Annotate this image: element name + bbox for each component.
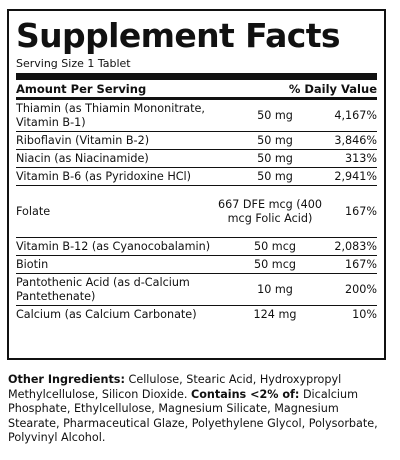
- nutrient-name: Thiamin (as Thiamin Mononitrate, Vitamin…: [16, 101, 205, 129]
- thick-divider: [16, 73, 377, 80]
- nutrient-daily-value: 2,941%: [334, 169, 377, 183]
- contains-text: Dicalcium Phosphate, Ethylcellulose, Mag…: [8, 387, 378, 445]
- nutrient-amount: 50 mcg: [254, 239, 296, 253]
- contains-label: Contains <2% of:: [190, 387, 300, 401]
- serving-size: Serving Size 1 Tablet: [16, 57, 131, 70]
- table-row: Pantothenic Acid (as d-Calcium Pantethen…: [16, 274, 377, 306]
- other-ingredients: Other Ingredients: Cellulose, Stearic Ac…: [8, 373, 390, 446]
- table-row: Vitamin B-6 (as Pyridoxine HCl) 50 mg 2,94…: [16, 168, 377, 186]
- nutrient-amount: 124 mg: [253, 308, 297, 321]
- table-row: Thiamin (as Thiamin Mononitrate, Vitamin…: [16, 100, 377, 132]
- table-header: Amount Per Serving % Daily Value: [16, 80, 377, 100]
- nutrient-daily-value: 167%: [345, 204, 377, 218]
- table-row: Folate 667 DFE mcg (400 mcg Folic Acid) 16…: [16, 186, 377, 238]
- nutrient-name: Riboflavin (Vitamin B-2): [16, 133, 150, 147]
- table-row: Vitamin B-12 (as Cyanocobalamin) 50 mcg 2,…: [16, 238, 377, 256]
- nutrient-amount: 50 mg: [257, 108, 293, 122]
- panel-title: Supplement Facts: [16, 16, 341, 55]
- nutrient-daily-value: 4,167%: [334, 108, 377, 122]
- nutrient-daily-value: 167%: [345, 257, 377, 271]
- nutrient-name: Folate: [16, 204, 51, 218]
- nutrient-daily-value: 10%: [352, 308, 377, 321]
- table-row: Calcium (as Calcium Carbonate) 124 mg 10%: [16, 306, 377, 324]
- nutrient-daily-value: 3,846%: [334, 133, 377, 147]
- daily-value-heading: % Daily Value: [288, 81, 377, 96]
- nutrient-amount: 50 mg: [257, 151, 293, 165]
- nutrient-amount: 10 mg: [257, 282, 293, 296]
- nutrient-amount: 50 mcg: [254, 257, 296, 271]
- nutrient-name: Niacin (as Niacinamide): [16, 151, 149, 165]
- supplement-facts-panel: Supplement Facts Serving Size 1 Tablet A…: [7, 9, 386, 360]
- nutrient-table: Thiamin (as Thiamin Mononitrate, Vitamin…: [16, 100, 377, 324]
- nutrient-daily-value: 313%: [345, 151, 377, 165]
- ingredients-text: Cellulose, Stearic Acid, Hydroxypropyl M…: [8, 373, 342, 401]
- nutrient-name: Pantothenic Acid (as d-Calcium Pantethen…: [16, 275, 190, 303]
- nutrient-name: Calcium (as Calcium Carbonate): [16, 308, 197, 321]
- ingredients-label: Other Ingredients:: [8, 373, 125, 386]
- table-row: Biotin 50 mcg 167%: [16, 256, 377, 274]
- nutrient-amount: 667 DFE mcg (400 mcg Folic Acid): [217, 197, 322, 225]
- table-row: Niacin (as Niacinamide) 50 mg 313%: [16, 150, 377, 168]
- nutrient-name: Vitamin B-6 (as Pyridoxine HCl): [16, 169, 192, 183]
- nutrient-amount: 50 mg: [257, 133, 293, 147]
- nutrient-daily-value: 2,083%: [334, 239, 377, 253]
- table-row: Riboflavin (Vitamin B-2) 50 mg 3,846%: [16, 132, 377, 150]
- amount-per-serving-heading: Amount Per Serving: [16, 81, 147, 96]
- nutrient-name: Vitamin B-12 (as Cyanocobalamin): [16, 239, 211, 253]
- nutrient-daily-value: 200%: [345, 282, 377, 296]
- nutrient-amount: 50 mg: [257, 169, 293, 183]
- nutrient-name: Biotin: [16, 257, 49, 271]
